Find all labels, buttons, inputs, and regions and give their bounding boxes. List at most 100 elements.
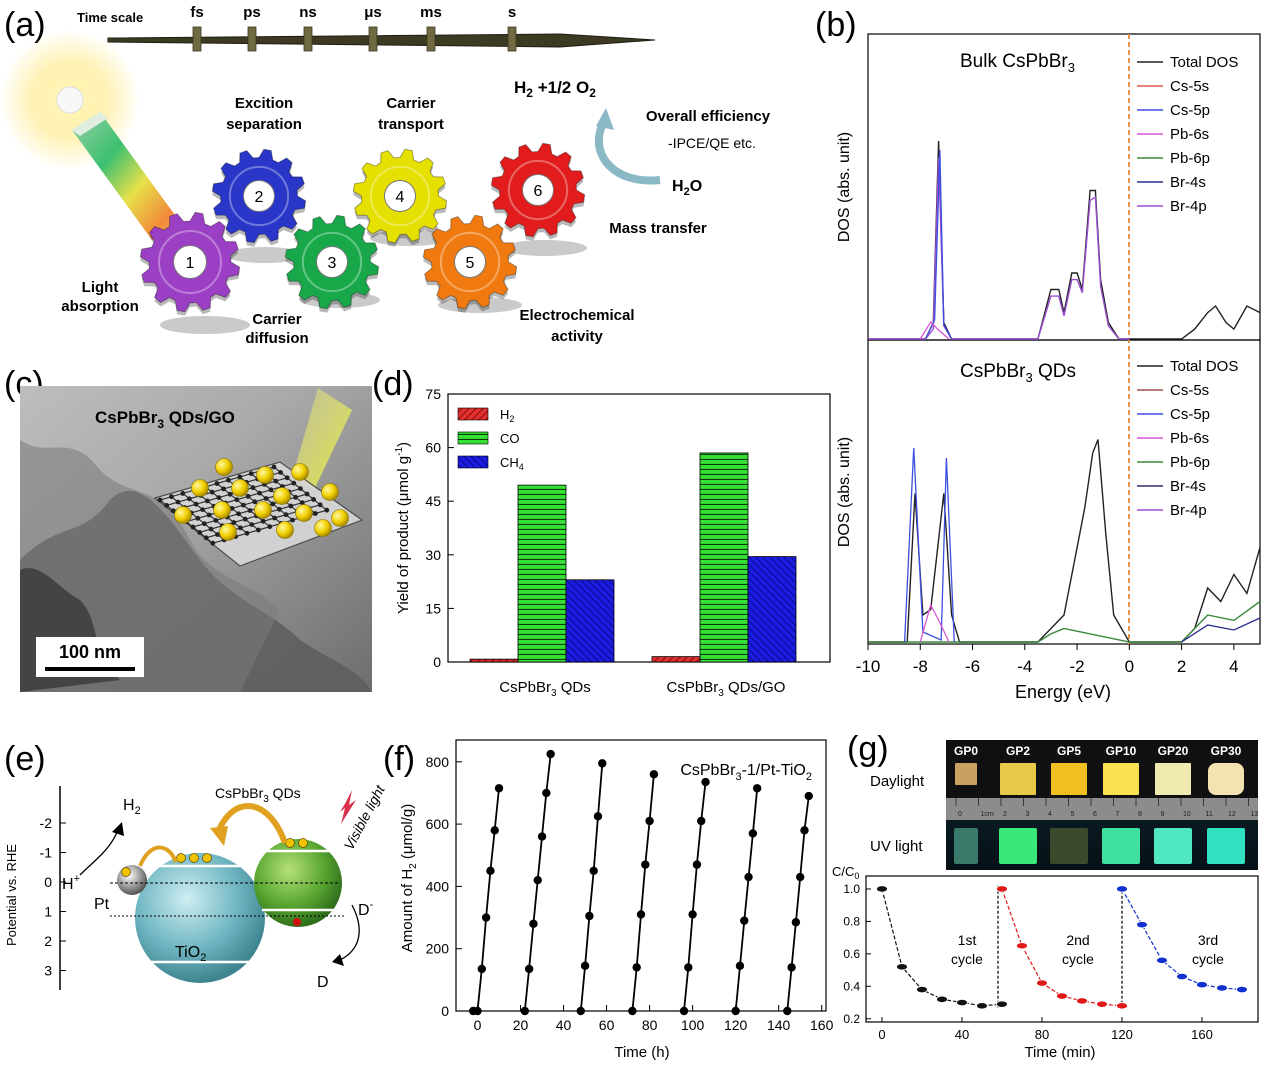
data-point xyxy=(593,812,603,821)
x-tick-label: 0 xyxy=(1125,657,1134,676)
cc0-ylabel: C/C0 xyxy=(832,864,859,881)
lattice-atom xyxy=(213,518,219,523)
lattice-atom xyxy=(257,490,262,496)
gear-number: 2 xyxy=(255,189,264,206)
lattice-atom xyxy=(226,477,231,483)
data-point xyxy=(936,995,948,1003)
quantum-dot xyxy=(191,479,209,497)
ruler-number: 3 xyxy=(1026,811,1030,818)
lattice-atom xyxy=(273,478,279,484)
potential-tick-label: 1 xyxy=(44,904,52,920)
e-dminus-label: D- xyxy=(358,899,374,919)
cycle-line xyxy=(734,788,759,1012)
data-point xyxy=(748,829,758,838)
legend-label: Pb-6s xyxy=(1170,126,1209,143)
bar-h2 xyxy=(651,656,701,663)
panel-c: (c) CsPbBr3 QDs/GO 100 nm xyxy=(4,365,372,692)
gear-6: 6 xyxy=(490,142,586,241)
y-tick-label: 30 xyxy=(425,547,441,563)
step1-label-2: absorption xyxy=(61,298,139,315)
quantum-dot xyxy=(331,509,349,527)
x-tick-label: 120 xyxy=(724,1017,748,1033)
gear-number: 1 xyxy=(186,255,195,272)
dos-bottom-frame xyxy=(867,339,1261,645)
dos-cs5p-bottom xyxy=(903,447,955,643)
scale-bar xyxy=(45,667,135,671)
lattice-atom xyxy=(210,540,216,546)
lattice-atom xyxy=(203,535,209,541)
daylight-label: Daylight xyxy=(870,773,925,790)
x-tick-label: 40 xyxy=(955,1027,969,1042)
gear-number: 3 xyxy=(328,255,337,272)
time-scale-label: Time scale xyxy=(77,10,143,25)
lattice-atom xyxy=(231,520,237,525)
cycle-line xyxy=(473,788,500,1012)
step5-label-2: activity xyxy=(551,328,603,345)
panel-d: (d) 0 15 30 45 60 75 CsPbBr3 QDs CsPbBr3 QDs/G… xyxy=(372,365,831,699)
legend-label: Br-4s xyxy=(1170,478,1206,495)
uv-sample xyxy=(954,828,978,864)
y-tick-label: 400 xyxy=(426,878,450,894)
lattice-atom xyxy=(236,511,242,517)
h2-arrowhead xyxy=(112,822,124,836)
data-point xyxy=(787,963,796,972)
lattice-atom xyxy=(157,497,163,503)
lattice-atom xyxy=(291,480,297,486)
quantum-dot xyxy=(295,504,313,522)
data-point xyxy=(1216,984,1228,992)
dos-bottom-legend: Total DOS Cs-5s Cs-5p Pb-6s Pb-6p Br-4s Br-4p xyxy=(1137,358,1238,519)
ruler xyxy=(946,798,1258,820)
legend-label: Total DOS xyxy=(1170,358,1238,375)
potential-tick-label: 3 xyxy=(44,963,52,979)
sample-label: GP5 xyxy=(1057,744,1081,758)
quantum-dot xyxy=(273,487,291,505)
h2-chart-points xyxy=(469,749,813,1016)
dos-curve xyxy=(868,157,1130,340)
h2-xlabel: Time (h) xyxy=(614,1044,669,1061)
data-point xyxy=(598,759,607,768)
lattice-atom xyxy=(284,475,290,481)
x-tick-label: 140 xyxy=(767,1017,791,1033)
x-tick-label: -6 xyxy=(965,657,980,676)
bar-chart-categories: CsPbBr3 QDs CsPbBr3 QDs/GO xyxy=(499,679,785,699)
lattice-atom xyxy=(260,518,266,524)
gear-5: 5 xyxy=(422,214,518,313)
sample-label: GP20 xyxy=(1158,744,1189,758)
lattice-atom xyxy=(208,526,214,532)
ruler-ticks: 0 1cm 2 3 4 5 6 7 8 9 10 11 12 13 xyxy=(955,798,1258,818)
legend-label: Br-4p xyxy=(1170,502,1207,519)
step1-label-1: Light xyxy=(82,279,119,296)
x-tick-label: -8 xyxy=(913,657,928,676)
legend-label: CH4 xyxy=(500,455,524,472)
data-point xyxy=(795,872,805,882)
time-tick xyxy=(426,26,436,52)
dos-pb6s-top xyxy=(919,320,950,340)
gear-number: 4 xyxy=(396,189,405,206)
data-point xyxy=(546,749,555,759)
tio2-sphere xyxy=(135,853,265,983)
time-tick xyxy=(247,26,257,52)
cycle3-line2: cycle xyxy=(1192,951,1224,967)
time-tick xyxy=(303,26,313,52)
lattice-atom xyxy=(290,517,295,523)
lattice-atom xyxy=(238,525,243,531)
x-tick-label: -2 xyxy=(1070,657,1085,676)
x-tick-label: 0 xyxy=(474,1017,482,1033)
bar-h2 xyxy=(469,658,519,663)
category-label: CsPbBr3 QDs xyxy=(499,679,590,699)
data-point xyxy=(692,860,702,869)
degradation-frame xyxy=(865,875,1259,1023)
legend-label: Total DOS xyxy=(1170,54,1238,71)
lattice-atom xyxy=(272,515,277,521)
legend-label: H2 xyxy=(500,407,514,424)
ruler-number: 5 xyxy=(1071,811,1075,818)
cycle1-line2: cycle xyxy=(951,951,983,967)
gear-center xyxy=(242,179,276,213)
legend-label: Cs-5s xyxy=(1170,78,1209,95)
panel-e-label: (e) xyxy=(4,740,46,778)
y-tick-label: 0.8 xyxy=(843,914,860,928)
degradation-curves xyxy=(876,885,1248,1010)
daylight-photo xyxy=(946,740,1258,798)
lattice-atom xyxy=(187,496,192,502)
